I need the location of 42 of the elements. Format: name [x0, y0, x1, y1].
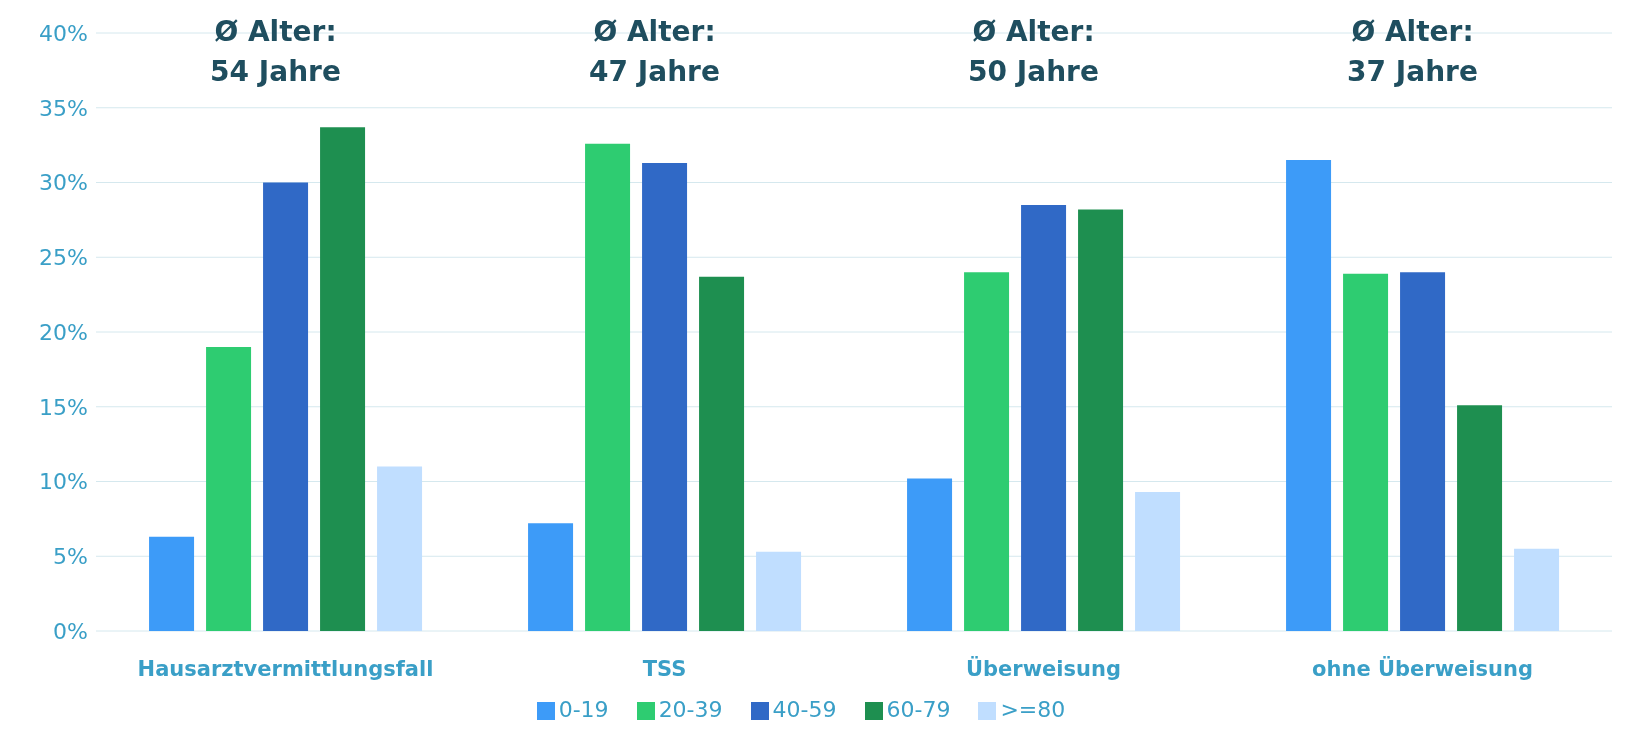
bar [1400, 272, 1446, 631]
bar [756, 551, 802, 631]
bar [1286, 160, 1332, 631]
y-tick-label: 5% [53, 544, 88, 570]
bar [1135, 491, 1181, 631]
annotation: Ø Alter: 37 Jahre [1346, 14, 1479, 90]
bar [585, 143, 631, 631]
bar [206, 346, 252, 631]
legend-label: 60-79 [886, 697, 951, 722]
bar [263, 182, 309, 631]
bar [964, 272, 1010, 631]
bar [1514, 548, 1560, 631]
y-tick-label: 25% [39, 245, 88, 271]
annotation: Ø Alter: 47 Jahre [588, 14, 721, 90]
x-tick-label: ohne Überweisung [1312, 655, 1533, 681]
annotation: Ø Alter: 54 Jahre [209, 14, 342, 90]
bar [528, 523, 574, 631]
y-tick-label: 15% [39, 394, 88, 420]
x-tick-label: Hausarztvermittlungsfall [137, 656, 434, 681]
bar [149, 536, 195, 631]
bar [642, 163, 688, 631]
y-tick-label: 20% [39, 319, 88, 345]
legend-label: 40-59 [772, 697, 837, 722]
y-tick-label: 40% [39, 20, 88, 46]
bar [377, 466, 423, 631]
annotation: Ø Alter: 50 Jahre [967, 14, 1100, 90]
y-tick-label: 0% [53, 618, 88, 644]
bar [1078, 209, 1124, 631]
y-tick-label: 10% [39, 469, 88, 495]
bar [1343, 273, 1389, 631]
y-tick-label: 35% [39, 95, 88, 121]
bar [699, 276, 745, 631]
bar [907, 478, 953, 631]
bar [1457, 405, 1503, 631]
bar [1021, 204, 1067, 631]
legend-label: >=80 [1000, 697, 1066, 722]
x-tick-label: TSS [642, 656, 687, 681]
x-tick-label: Überweisung [966, 655, 1121, 681]
legend-label: 0-19 [558, 697, 609, 722]
bar [320, 127, 366, 631]
y-tick-label: 30% [39, 170, 88, 196]
legend-label: 20-39 [658, 697, 723, 722]
